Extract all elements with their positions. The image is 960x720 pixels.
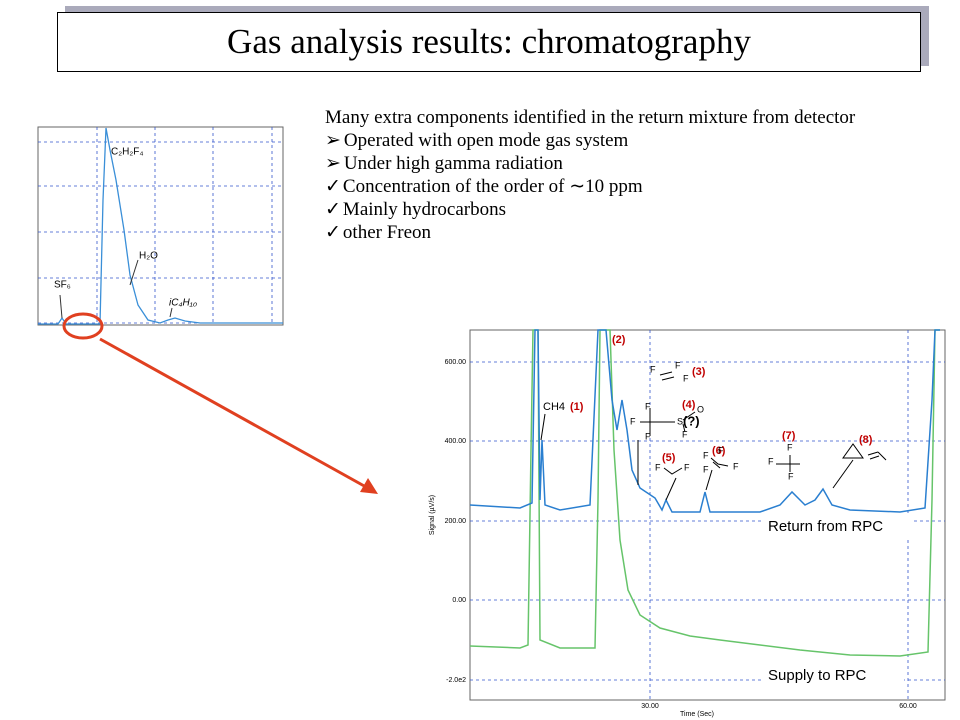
molecule-atom: F <box>703 450 709 460</box>
y-tick-label: 400.00 <box>445 438 467 445</box>
arrow <box>99 337 367 489</box>
arrowhead <box>360 478 378 494</box>
pointer <box>169 307 173 318</box>
peak-label: SF₆ <box>54 280 71 291</box>
molecule-atom: F <box>645 401 651 411</box>
molecule-atom: F <box>788 471 794 481</box>
peak-label: (8) <box>859 434 873 446</box>
small-chart: C₂H₂F₄ H₂O SF₆ iC₄H₁₀ <box>37 126 284 326</box>
plot-frame <box>469 329 946 701</box>
curve <box>38 127 283 325</box>
peak-label: C₂H₂F₄ <box>111 147 143 158</box>
y-tick-label: -2.0e2 <box>446 677 466 684</box>
peak-label: H₂O <box>139 251 158 262</box>
label-bg <box>764 664 904 686</box>
highlight <box>62 312 104 340</box>
molecule-atom: F <box>787 442 793 452</box>
bullet: Operated with open mode gas system <box>325 129 945 152</box>
pointer <box>540 413 546 441</box>
y-tick-label: 200.00 <box>445 518 467 525</box>
x-axis-label: Time (Sec) <box>680 711 714 718</box>
molecule-atom: F <box>768 456 774 466</box>
peak-label: (5) <box>662 452 676 464</box>
peak-label: CH4 <box>543 401 565 413</box>
molecule-atom: O <box>697 404 704 414</box>
peak-label: iC₄H₁₀ <box>169 298 197 309</box>
molecule-atom: F <box>733 461 739 471</box>
peak-label: (7) <box>782 430 796 442</box>
peak-label: (?) <box>683 413 700 428</box>
y-tick-label: 600.00 <box>445 359 467 366</box>
molecule-atom: F <box>675 360 681 370</box>
bullet: Under high gamma radiation <box>325 152 945 175</box>
label-bg <box>764 515 914 537</box>
molecule-atom: F <box>645 431 651 441</box>
intro: Many extra components identified in the … <box>325 107 856 128</box>
pointer <box>129 259 139 286</box>
molecule-atom: F <box>630 416 636 426</box>
pointer <box>832 459 854 489</box>
title: Gas analysis results: chromatography <box>57 12 921 72</box>
molecule-atom: F <box>718 445 724 455</box>
series-label: Supply to RPC <box>768 667 867 684</box>
peak-label: (1) <box>570 401 584 413</box>
peak-label: (3) <box>692 366 706 378</box>
bullet-list: Many extra components identified in the … <box>325 106 945 244</box>
large-chart <box>469 329 946 701</box>
molecule-atom: F <box>650 364 656 374</box>
return-curve <box>469 329 940 513</box>
molecule-bond <box>640 371 800 475</box>
peak-label: (4) <box>682 399 696 411</box>
y-tick-label: 0.00 <box>452 597 466 604</box>
molecule-atom: F <box>703 464 709 474</box>
molecule-bond <box>867 451 887 461</box>
peak-label: (6) <box>712 445 726 457</box>
x-tick-label: 30.00 <box>641 703 659 710</box>
molecule-atom: F <box>684 462 690 472</box>
x-tick-label: 60.00 <box>899 703 917 710</box>
molecule-atom: F <box>655 462 661 472</box>
molecule-atom: F <box>683 373 689 383</box>
molecule-atom: F <box>682 429 688 439</box>
bullet: Concentration of the order of ∼10 ppm <box>325 175 945 198</box>
pointer <box>705 469 713 491</box>
y-axis-label: Signal (µV/s) <box>429 495 436 535</box>
molecule-ring <box>842 443 864 459</box>
peak-label: (2) <box>612 334 626 346</box>
bullet: Mainly hydrocarbons <box>325 198 945 221</box>
pointer <box>59 294 63 319</box>
bullet: other Freon <box>325 221 945 244</box>
molecule-atom: S <box>677 416 683 426</box>
series-label: Return from RPC <box>768 518 883 535</box>
plot-frame <box>37 126 284 326</box>
pointer <box>665 477 677 501</box>
